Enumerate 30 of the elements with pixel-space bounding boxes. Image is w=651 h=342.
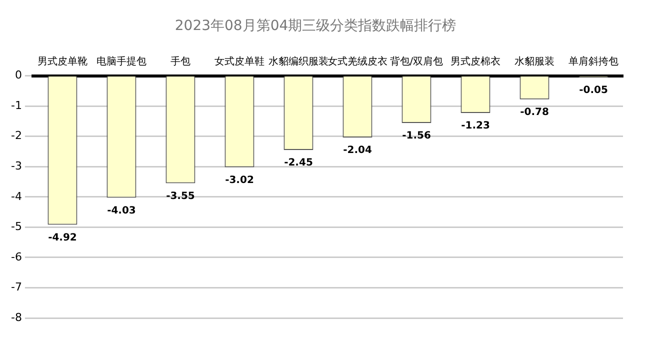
data-label: -0.05 [579,84,608,96]
x-tick-label: 水貂服装 [514,55,554,68]
x-tick-label: 女式皮单鞋 [214,55,264,68]
y-tick-label: -1 [11,98,22,112]
y-tick-label: -5 [11,220,22,234]
x-tick-label: 男式皮单靴 [37,55,88,68]
x-tick-label: 水貂编织服装 [268,55,328,68]
x-tick-label: 单肩斜挎包 [568,55,618,68]
y-tick-label: -6 [11,250,22,264]
data-label: -2.45 [284,158,313,169]
data-label: -0.78 [520,107,549,118]
y-tick-label: -3 [11,159,22,172]
data-label: -3.02 [225,174,254,186]
x-tick-label: 背包/双肩包 [390,55,444,68]
y-tick-label: -8 [11,310,22,324]
x-tick-label: 电脑手提包 [96,55,146,68]
y-tick-label: 0 [14,68,22,82]
x-tick-label: 男式皮棉衣 [450,55,500,68]
data-label: -1.23 [461,120,490,132]
chart-title: 2023年08月第04期三级分类指数跌幅排行榜 [174,18,456,34]
y-tick-label: -2 [11,129,22,142]
y-tick-label: -7 [11,280,22,294]
data-label: -3.55 [166,190,195,202]
x-tick-label: 女式羌绒皮衣 [327,55,388,68]
data-label: -1.56 [402,130,431,142]
data-label: -2.04 [343,145,372,156]
x-tick-label: 手包 [170,55,190,68]
data-label: -4.92 [48,232,77,244]
y-tick-label: -4 [11,190,22,203]
data-label: -4.03 [107,205,136,216]
